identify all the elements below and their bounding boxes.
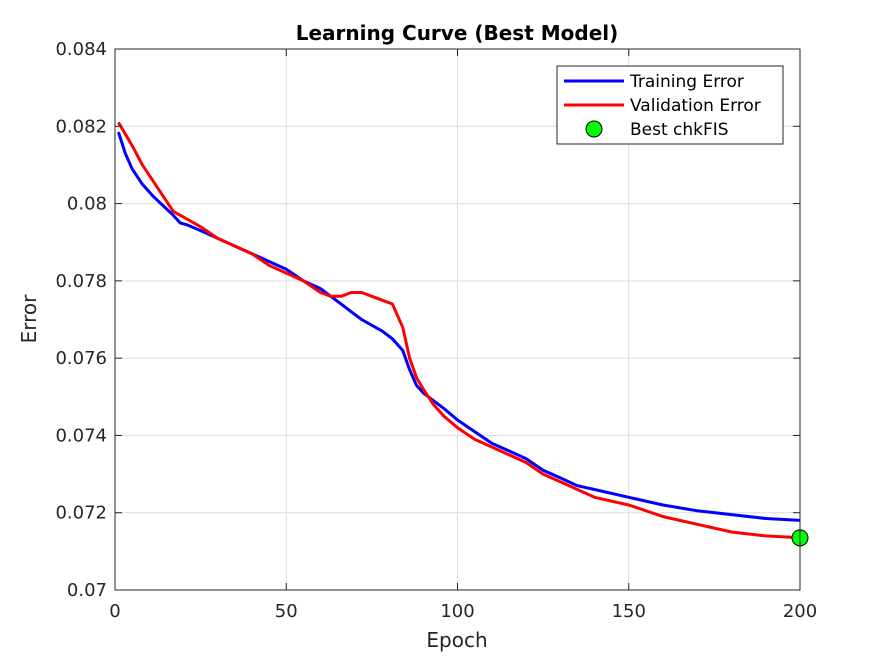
y-axis-label: Error bbox=[17, 294, 41, 344]
x-tick-label: 100 bbox=[440, 601, 474, 622]
y-tick-label: 0.072 bbox=[55, 503, 107, 524]
x-tick-label: 200 bbox=[783, 601, 817, 622]
series-layer bbox=[116, 121, 809, 547]
legend-training-label: Training Error bbox=[629, 72, 744, 92]
legend-best-marker bbox=[585, 120, 603, 138]
legend: Training Error Validation Error Best chk… bbox=[556, 65, 784, 145]
chart-title: Learning Curve (Best Model) bbox=[296, 21, 619, 45]
legend-best-label: Best chkFIS bbox=[630, 120, 729, 140]
x-axis-label: Epoch bbox=[426, 628, 487, 652]
training-error-line bbox=[116, 131, 801, 522]
axis-ticks: 0 50 100 150 200 0.07 0.072 0.074 0.076 0.078 0.08… bbox=[55, 39, 817, 622]
x-tick-label: 150 bbox=[612, 601, 646, 622]
legend-validation-label: Validation Error bbox=[630, 96, 761, 116]
y-tick-label: 0.082 bbox=[55, 116, 107, 137]
y-tick-label: 0.076 bbox=[55, 348, 107, 369]
x-tick-label: 50 bbox=[275, 601, 298, 622]
x-tick-label: 0 bbox=[109, 601, 120, 622]
y-tick-label: 0.078 bbox=[55, 271, 107, 292]
y-tick-label: 0.08 bbox=[67, 194, 107, 215]
y-tick-label: 0.074 bbox=[55, 425, 107, 446]
validation-error-line bbox=[117, 121, 801, 540]
y-tick-label: 0.07 bbox=[67, 580, 107, 601]
y-tick-label: 0.084 bbox=[55, 39, 107, 60]
